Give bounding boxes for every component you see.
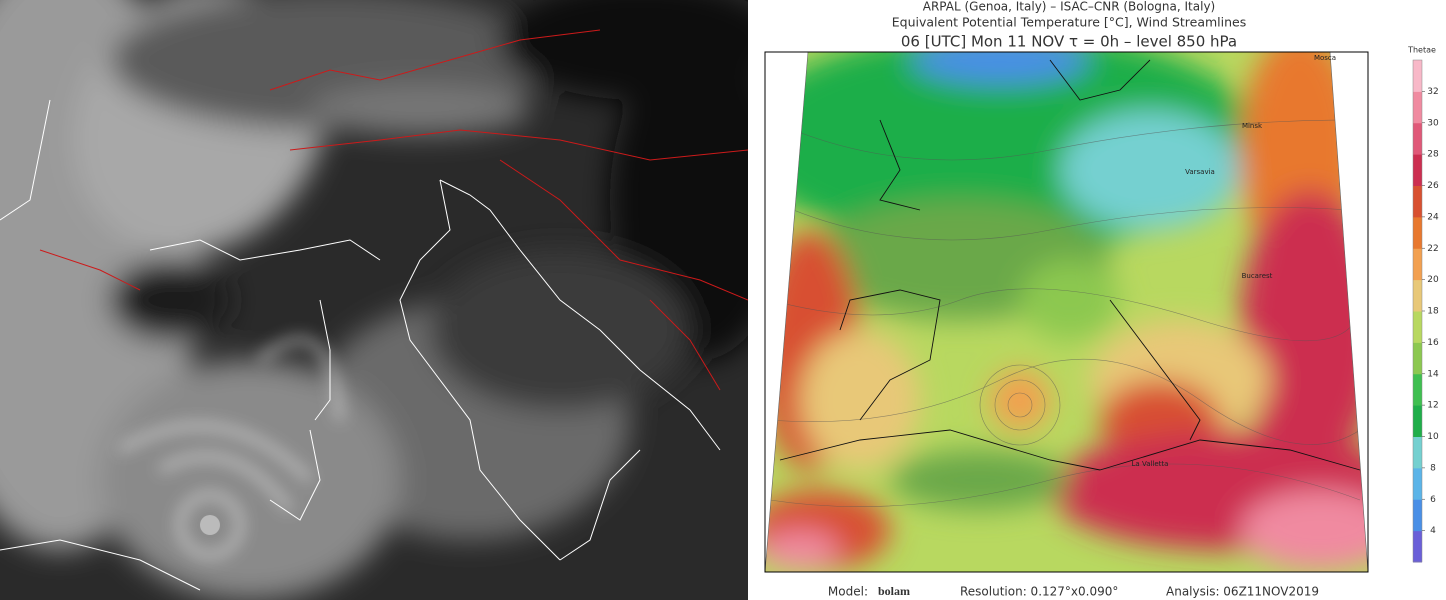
place-label: Varsavia (1185, 168, 1215, 176)
colorbar-band (1413, 154, 1422, 186)
colorbar-tick-label: 24 (1427, 212, 1439, 222)
colorbar-band (1413, 185, 1422, 218)
header-line: Equivalent Potential Temperature [°C], W… (892, 15, 1247, 30)
colorbar-tick-label: 22 (1427, 244, 1438, 254)
colorbar-band (1413, 405, 1422, 437)
colorbar-band (1413, 467, 1422, 500)
header-line: ARPAL (Genoa, Italy) – ISAC–CNR (Bologna… (923, 0, 1215, 14)
coastlines (0, 99, 721, 591)
footer-model: bolam (878, 584, 910, 598)
colorbar-band (1413, 91, 1422, 124)
colorbar-tick-label: 8 (1430, 463, 1436, 473)
colorbar-tick-label: 18 (1427, 307, 1439, 317)
colorbar-tick-label: 12 (1427, 401, 1438, 411)
colorbar-band (1413, 436, 1422, 469)
header-line: 06 [UTC] Mon 11 NOV τ = 0h – level 850 h… (901, 33, 1237, 51)
satellite-image (0, 0, 748, 600)
colorbar-tick-label: 16 (1427, 338, 1439, 348)
place-label: La Valletta (1132, 460, 1169, 468)
colorbar-tick-label: 32 (1427, 87, 1438, 97)
colorbar-tick-label: 28 (1427, 150, 1439, 160)
streamlines (769, 119, 1361, 507)
colorbar-title: Thetae (1407, 46, 1436, 55)
colorbar-band (1413, 248, 1422, 281)
place-label: Mosca (1314, 54, 1336, 62)
place-label: Minsk (1242, 122, 1263, 130)
colorbar-band (1413, 279, 1422, 312)
colorbar-band (1413, 342, 1422, 375)
footer-resolution: Resolution: 0.127°x0.090° (960, 585, 1118, 599)
model-map (764, 51, 1369, 573)
colorbar-band (1413, 60, 1422, 92)
colorbar-band (1413, 530, 1422, 563)
colorbar-tick-label: 30 (1427, 118, 1439, 128)
colorbar-band (1413, 122, 1422, 155)
colorbar-tick-label: 14 (1427, 369, 1439, 379)
footer-label: Model: (828, 585, 868, 599)
coastlines-map (779, 59, 1361, 471)
place-label: Bucarest (1242, 272, 1273, 280)
colorbar-band (1413, 311, 1422, 343)
colorbar-tick-label: 6 (1430, 495, 1436, 505)
colorbar-band (1413, 499, 1422, 532)
footer-analysis: Analysis: 06Z11NOV2019 (1166, 585, 1319, 599)
colorbar-tick-label: 26 (1427, 181, 1439, 191)
colorbar-band (1413, 216, 1422, 249)
colorbar-tick-label: 4 (1430, 526, 1436, 536)
colorbar-band (1413, 373, 1422, 406)
colorbar-tick-label: 20 (1427, 275, 1439, 285)
colorbar-tick-label: 10 (1427, 432, 1439, 442)
borders (39, 29, 748, 391)
